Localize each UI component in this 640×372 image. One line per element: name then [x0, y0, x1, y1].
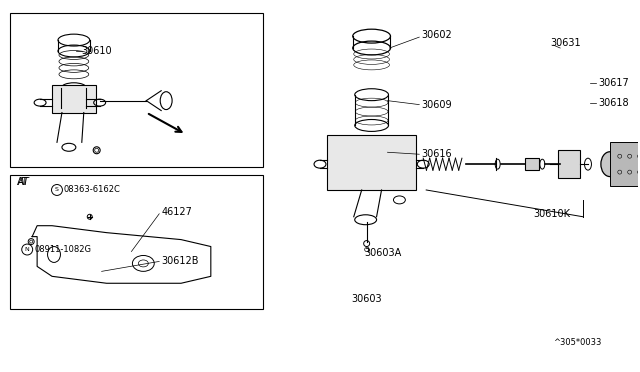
Text: N: N [25, 247, 29, 252]
Bar [52, 85, 96, 113]
Text: 30610: 30610 [82, 46, 113, 56]
Bar [525, 158, 540, 170]
Ellipse shape [601, 152, 619, 177]
Text: AT: AT [17, 177, 29, 187]
Text: 46127: 46127 [161, 207, 192, 217]
Text: 30616: 30616 [421, 149, 452, 159]
Text: ^305*0033: ^305*0033 [553, 338, 602, 347]
Text: 30612B: 30612B [161, 256, 198, 266]
Bar [610, 142, 640, 186]
Text: 08911-1082G: 08911-1082G [34, 245, 91, 254]
Text: AT: AT [17, 177, 29, 187]
Text: 30609: 30609 [421, 100, 452, 110]
Bar [10, 175, 264, 309]
Bar [558, 150, 580, 178]
Text: S: S [55, 187, 59, 192]
Text: 30603: 30603 [352, 294, 382, 304]
Text: 30602: 30602 [421, 30, 452, 40]
Text: 30603A: 30603A [365, 248, 402, 259]
Text: 08363-6162C: 08363-6162C [64, 186, 121, 195]
Text: 30631: 30631 [550, 38, 581, 48]
Bar [10, 13, 264, 167]
Text: 30618: 30618 [598, 97, 628, 108]
Bar [327, 135, 416, 190]
Text: 30610K: 30610K [533, 209, 570, 219]
Text: 30617: 30617 [598, 78, 628, 88]
